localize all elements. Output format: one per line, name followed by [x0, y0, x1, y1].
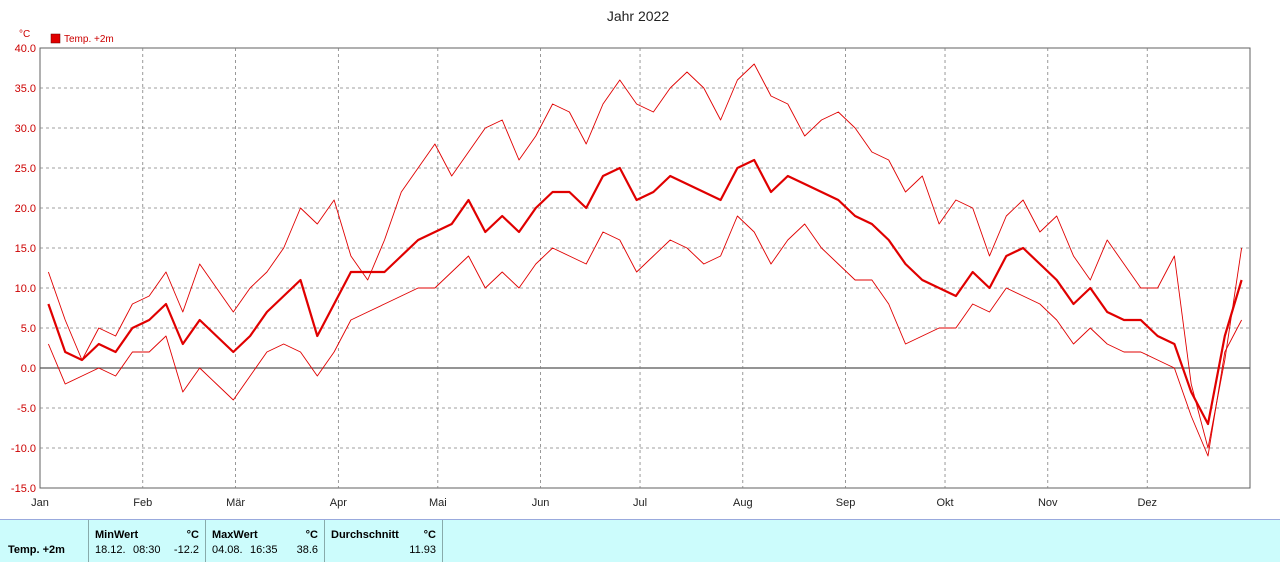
max-header: MaxWert: [212, 529, 258, 541]
y-tick-label: -5.0: [17, 403, 36, 415]
x-tick-labels: Jan Feb Mär Apr Mai Jun Jul Aug Sep Okt Nov Dez: [31, 497, 1157, 509]
y-tick-labels: 40.0 35.0 30.0 25.0 20.0 15.0 10.0 5.0 0.0 -5.0 -1…: [11, 43, 36, 495]
avg-value: 11.93: [409, 544, 436, 556]
avg-unit: °C: [423, 529, 436, 541]
x-tick-label: Sep: [836, 497, 856, 509]
chart-title: Jahr 2022: [607, 8, 669, 24]
min-header: MinWert: [95, 529, 139, 541]
plot-area: [39, 47, 1251, 489]
x-tick-label: Feb: [133, 497, 152, 509]
legend-swatch: [50, 33, 61, 44]
y-tick-label: 40.0: [15, 43, 36, 55]
x-tick-label: Jan: [31, 497, 49, 509]
legend-label: Temp. +2m: [64, 34, 114, 45]
max-value: 38.6: [296, 544, 318, 556]
y-tick-label: 15.0: [15, 243, 36, 255]
y-tick-label: 5.0: [21, 323, 36, 335]
x-tick-label: Jun: [532, 497, 550, 509]
max-unit: °C: [305, 529, 318, 541]
series-lines: [47, 63, 1243, 457]
stats-min-column: MinWert °C 18.12. 08:30 -12.2: [88, 520, 205, 562]
y-tick-label: 20.0: [15, 203, 36, 215]
stats-panel: Temp. +2m MinWert °C 18.12. 08:30 -12.2 …: [0, 519, 1280, 562]
x-tick-label: Mär: [226, 497, 245, 509]
x-tick-label: Nov: [1038, 497, 1058, 509]
y-tick-label: 10.0: [15, 283, 36, 295]
y-tick-label: 0.0: [21, 363, 36, 375]
y-unit-label: °C: [19, 29, 30, 40]
min-time: 08:30: [133, 544, 161, 556]
x-tick-label: Jul: [633, 497, 647, 509]
stats-avg-column: Durchschnitt °C 11.93: [324, 520, 443, 562]
y-tick-label: -10.0: [11, 443, 36, 455]
min-value: -12.2: [173, 544, 199, 556]
min-date: 18.12.: [95, 544, 126, 556]
max-time: 16:35: [250, 544, 278, 556]
y-tick-label: 25.0: [15, 163, 36, 175]
max-date: 04.08.: [212, 544, 243, 556]
avg-header: Durchschnitt: [331, 529, 399, 541]
chart: Jahr 2022 °C Temp. +2m 40.0 35.0 30.0 25.0 2…: [11, 8, 1251, 509]
x-tick-label: Aug: [733, 497, 753, 509]
min-unit: °C: [186, 529, 199, 541]
x-tick-label: Okt: [936, 497, 953, 509]
y-tick-label: 35.0: [15, 83, 36, 95]
y-tick-label: 30.0: [15, 123, 36, 135]
x-tick-label: Apr: [330, 497, 347, 509]
series-line-max: [47, 63, 1243, 449]
x-tick-label: Dez: [1137, 497, 1157, 509]
x-tick-label: Mai: [429, 497, 447, 509]
grid-lines: [40, 48, 1250, 488]
series-line-min: [47, 215, 1242, 457]
series-line-mean: [47, 158, 1243, 426]
stats-row-label: Temp. +2m: [8, 544, 65, 556]
stats-max-column: MaxWert °C 04.08. 16:35 38.6: [205, 520, 324, 562]
y-tick-label: -15.0: [11, 483, 36, 495]
